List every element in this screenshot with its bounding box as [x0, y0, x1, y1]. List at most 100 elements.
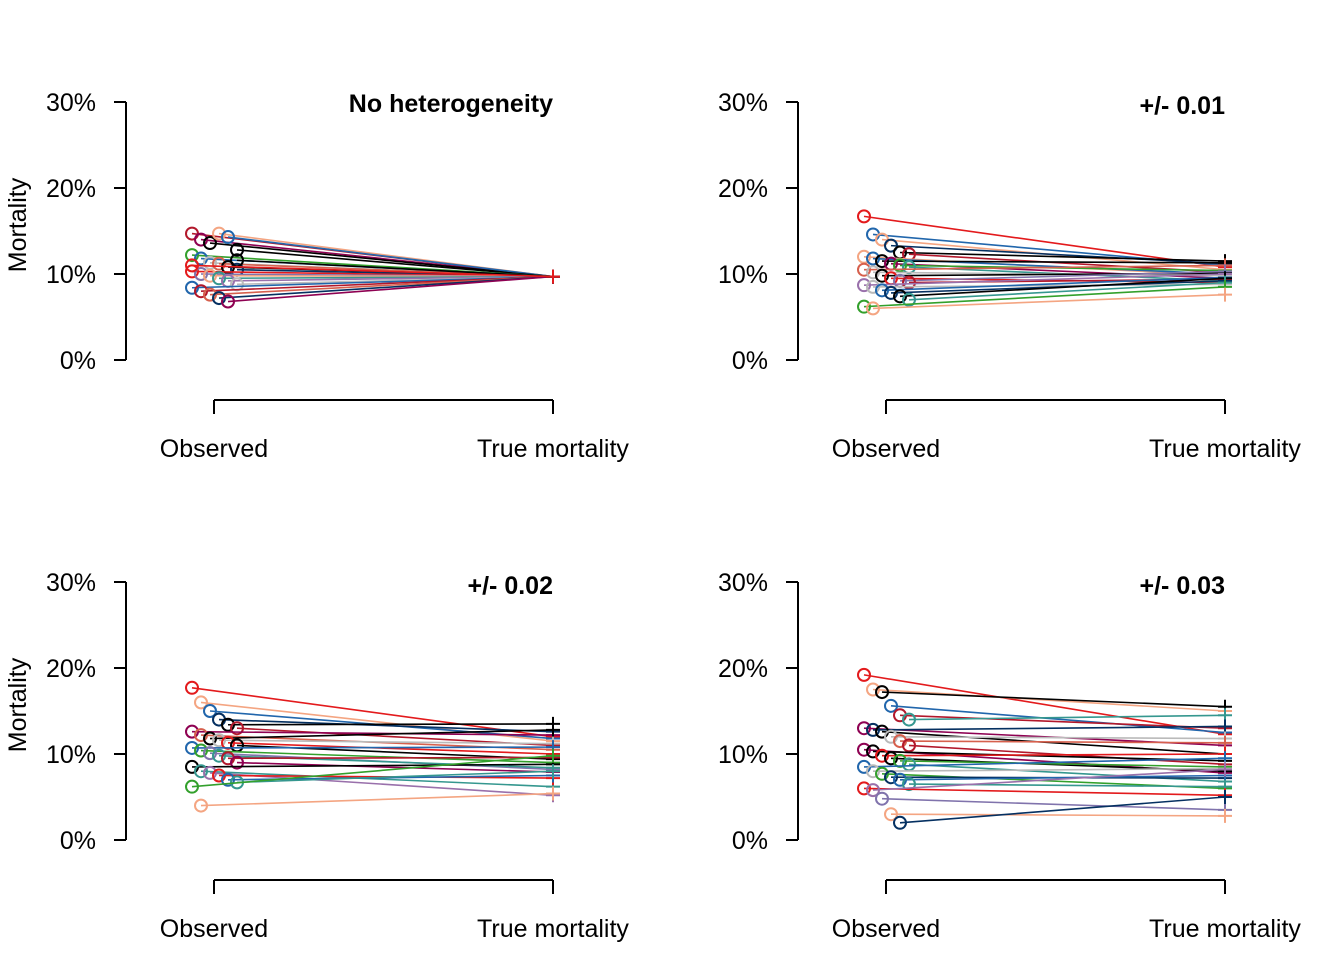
panel-heterogeneity-001: +/- 0.01 0% 10% 20% 30% Observed True mortali… [718, 89, 1301, 463]
series-line [908, 714, 1226, 721]
observed-point [857, 721, 871, 736]
y-tick-label: 20% [718, 655, 768, 683]
y-tick-label: 10% [46, 741, 96, 769]
observed-point [194, 798, 208, 813]
observed-point [893, 815, 907, 830]
observed-point [212, 256, 226, 271]
observed-point [194, 267, 208, 281]
true-point [1218, 808, 1232, 823]
y-tick-label: 0% [60, 347, 96, 375]
y-tick-label: 0% [732, 827, 768, 855]
series-line [863, 674, 1226, 736]
observed-point [866, 764, 880, 779]
observed-point [875, 283, 889, 298]
series-line [881, 730, 1226, 755]
series-line [236, 249, 554, 278]
series-line [191, 730, 554, 736]
true-point [546, 748, 560, 763]
series-line [899, 796, 1226, 824]
panel-heterogeneity-003: +/- 0.03 0% 10% 20% 30% Observed True mortali… [718, 569, 1301, 943]
observed-point [857, 667, 871, 682]
y-tick-label: 20% [718, 175, 768, 203]
observed-point [185, 248, 199, 263]
series-line [227, 742, 554, 755]
series-line [227, 275, 554, 303]
observed-point [194, 232, 208, 247]
observed-point [866, 682, 880, 697]
panel-title: +/- 0.02 [468, 572, 553, 600]
series-line [227, 756, 554, 760]
observed-point [212, 748, 226, 763]
y-axis-label: Mortality [4, 177, 32, 272]
series-line [899, 760, 1226, 768]
observed-point [875, 766, 889, 781]
y-tick-label: 10% [718, 261, 768, 289]
observed-point [221, 230, 235, 245]
x-tick-label: True mortality [477, 915, 629, 943]
panel-title: +/- 0.03 [1140, 572, 1225, 600]
observed-point [194, 764, 208, 779]
observed-point [902, 777, 916, 792]
y-tick-label: 20% [46, 175, 96, 203]
series-line [218, 718, 554, 733]
y-tick-label: 10% [46, 261, 96, 289]
observed-point [866, 783, 880, 798]
observed-point [203, 731, 217, 746]
series-line [218, 739, 554, 745]
observed-point [194, 284, 208, 299]
observed-point [212, 733, 226, 748]
y-tick-label: 0% [60, 827, 96, 855]
observed-point [884, 698, 898, 713]
x-tick-label: True mortality [1149, 915, 1301, 943]
panel-heterogeneity-002: +/- 0.02 Mortality 0% 10% 20% 30% Observed Tr… [4, 569, 629, 943]
observed-point [203, 287, 217, 302]
series-line [899, 714, 1226, 729]
x-tick-label: Observed [832, 435, 940, 463]
series-line [227, 236, 554, 278]
observed-point [203, 236, 217, 251]
observed-point [212, 226, 226, 241]
x-tick-label: Observed [832, 915, 940, 943]
series-line [191, 754, 554, 788]
observed-point [185, 724, 199, 739]
series-line [881, 797, 1226, 811]
y-tick-label: 30% [46, 569, 96, 597]
series-line [191, 746, 554, 749]
y-tick-label: 30% [718, 89, 768, 117]
observed-point [194, 695, 208, 710]
series-line [890, 813, 1226, 817]
series-line [863, 215, 1226, 268]
observed-point [857, 742, 871, 757]
series-line [191, 686, 554, 738]
observed-point [203, 268, 217, 283]
observed-point [875, 748, 889, 763]
observed-point [884, 285, 898, 300]
series-line [899, 251, 1226, 262]
observed-point [221, 717, 235, 732]
observed-point [884, 238, 898, 253]
series-line [227, 723, 554, 726]
series-line [872, 767, 1226, 772]
observed-point [884, 807, 898, 822]
series-line [872, 283, 1226, 288]
observed-point [857, 262, 871, 277]
y-tick-label: 30% [46, 89, 96, 117]
x-tick-label: True mortality [1149, 435, 1301, 463]
y-tick-label: 20% [46, 655, 96, 683]
observed-point [875, 685, 889, 700]
observed-point [866, 279, 880, 294]
panel-no-heterogeneity: No heterogeneity Mortality 0% 10% 20% 30% Ob… [4, 89, 629, 463]
true-point [1218, 287, 1232, 302]
series-line [881, 691, 1226, 708]
observed-point [203, 704, 217, 718]
series-line [236, 770, 554, 784]
observed-point [902, 738, 916, 753]
true-point [546, 269, 560, 284]
observed-point [194, 743, 208, 758]
observed-point [185, 779, 199, 794]
true-point [546, 764, 560, 779]
series-line [209, 729, 554, 740]
observed-point [875, 791, 889, 806]
series-line [899, 774, 1226, 781]
